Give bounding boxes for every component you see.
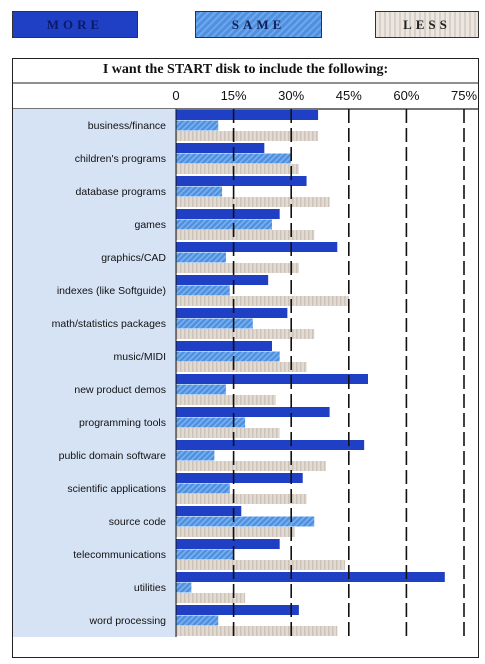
bar-same (176, 516, 315, 527)
x-tick-label: 30% (278, 88, 304, 103)
bar-same (176, 615, 219, 626)
bar-more (176, 308, 288, 318)
bar-more (176, 605, 299, 615)
bar-same (176, 384, 226, 395)
bar-less (176, 362, 307, 372)
bar-less (176, 296, 349, 306)
category-label: indexes (like Softguide) (57, 285, 166, 297)
bar-less (176, 263, 299, 273)
legend-less-label: LESS (403, 16, 451, 32)
bar-more (176, 341, 272, 351)
bar-less (176, 527, 296, 537)
category-label: music/MIDI (114, 351, 167, 363)
category-label: new product demos (74, 384, 166, 396)
legend-less: LESS (375, 11, 479, 38)
bar-less (176, 230, 315, 240)
x-tick-label: 15% (221, 88, 247, 103)
x-tick-label: 60% (393, 88, 419, 103)
label-column-bg (13, 109, 176, 637)
bar-same (176, 186, 223, 197)
bar-less (176, 164, 299, 174)
bar-more (176, 506, 242, 516)
bar-same (176, 252, 226, 263)
bar-same (176, 483, 230, 494)
bar-same (176, 219, 272, 230)
category-label: business/finance (88, 120, 166, 132)
category-label: word processing (89, 615, 167, 627)
bar-less (176, 626, 338, 636)
bar-less (176, 461, 326, 471)
bar-same (176, 450, 215, 461)
bar-more (176, 176, 307, 186)
bar-same (176, 285, 230, 296)
bar-more (176, 242, 338, 252)
bar-more (176, 539, 280, 549)
legend-same-label: SAME (231, 16, 286, 32)
x-tick-label: 45% (336, 88, 362, 103)
category-label: database programs (76, 186, 166, 198)
category-label: telecommunications (73, 549, 166, 561)
bar-less (176, 131, 319, 141)
bar-same (176, 549, 234, 560)
category-label: math/statistics packages (52, 318, 166, 330)
x-tick-label: 75% (451, 88, 477, 103)
bar-more (176, 374, 368, 384)
bar-same (176, 582, 192, 593)
bar-less (176, 494, 307, 504)
category-label: scientific applications (67, 483, 166, 495)
category-label: programming tools (79, 417, 166, 429)
legend-same: SAME (195, 11, 322, 38)
bar-same (176, 351, 280, 362)
bar-less (176, 593, 246, 603)
bar-more (176, 275, 269, 285)
bar-more (176, 407, 330, 417)
category-label: public domain software (59, 450, 167, 462)
category-label: source code (109, 516, 166, 528)
bar-same (176, 120, 219, 131)
category-label: children's programs (75, 153, 166, 165)
bar-less (176, 560, 345, 570)
bar-more (176, 440, 365, 450)
legend-more: MORE (12, 11, 138, 38)
bar-less (176, 329, 315, 339)
category-label: games (134, 219, 166, 231)
bar-less (176, 197, 330, 207)
category-label: graphics/CAD (101, 252, 166, 264)
bar-more (176, 209, 280, 219)
legend-more-label: MORE (46, 16, 104, 32)
bar-more (176, 572, 445, 582)
bar-less (176, 395, 276, 405)
chart-title: I want the START disk to include the fol… (102, 62, 389, 77)
bar-more (176, 143, 265, 153)
bar-more (176, 110, 319, 120)
bar-same (176, 318, 253, 329)
x-tick-label: 0 (172, 88, 179, 103)
bar-less (176, 428, 280, 438)
bar-more (176, 473, 303, 483)
bar-same (176, 417, 246, 428)
category-label: utilities (134, 582, 166, 594)
